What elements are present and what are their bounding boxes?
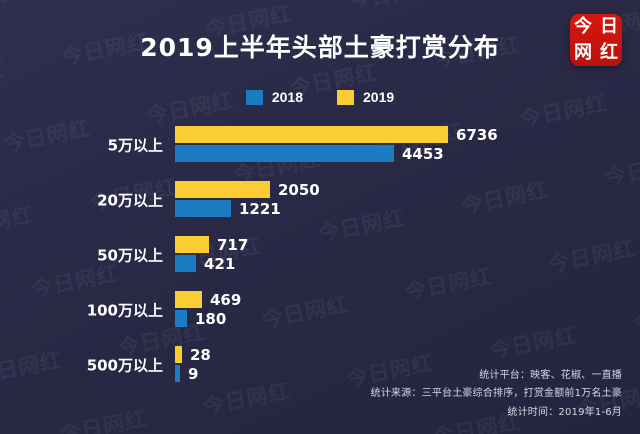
bar-2018[interactable] — [175, 145, 394, 162]
legend-item-2019[interactable]: 2019 — [337, 89, 394, 105]
footnote-line: 统计平台：映客、花椒、一直播 — [479, 369, 622, 381]
bar-2018[interactable] — [175, 365, 180, 382]
bar-group: 50万以上 717 421 — [0, 227, 640, 282]
watermark-text: 今日网红 — [0, 0, 65, 13]
bar-row-2019: 717 — [175, 235, 249, 254]
bar-pair: 469 180 — [175, 291, 241, 329]
footnotes: 统计平台：映客、花椒、一直播统计来源：三平台土豪综合排序，打赏金额前1万名土豪统… — [371, 367, 622, 423]
bar-pair: 2050 1221 — [175, 181, 320, 219]
bar-2019[interactable] — [175, 236, 209, 253]
legend-item-2018[interactable]: 2018 — [245, 89, 303, 105]
bar-pair: 6736 4453 — [175, 126, 498, 164]
bar-row-2019: 6736 — [175, 125, 498, 144]
category-label: 50万以上 — [97, 246, 163, 264]
bar-value-label: 421 — [204, 254, 236, 273]
bar-group: 5万以上 6736 4453 — [0, 117, 640, 172]
bar-2018[interactable] — [175, 200, 231, 217]
legend-swatch-icon — [245, 89, 263, 105]
bar-value-label: 469 — [210, 290, 242, 309]
logo-char-4: 红 — [600, 42, 618, 63]
bar-row-2018: 180 — [175, 309, 241, 328]
watermark-text: 今日网红 — [346, 0, 438, 16]
logo-char-1: 今 — [574, 16, 592, 37]
footnote-line: 统计时间：2019年1-6月 — [507, 406, 622, 418]
logo-char-2: 日 — [600, 16, 618, 37]
bar-2019[interactable] — [175, 291, 202, 308]
page-title: 2019上半年头部土豪打赏分布 — [140, 33, 500, 62]
bar-2018[interactable] — [175, 310, 187, 327]
category-label: 500万以上 — [86, 356, 163, 374]
bar-value-label: 4453 — [402, 144, 444, 163]
watermark-text: 今日网红 — [57, 406, 149, 434]
bar-row-2019: 469 — [175, 290, 242, 309]
bar-value-label: 2050 — [278, 180, 320, 199]
bar-2019[interactable] — [175, 346, 182, 363]
bar-value-label: 180 — [195, 309, 227, 328]
bar-row-2018: 421 — [175, 254, 248, 273]
bar-2018[interactable] — [175, 255, 196, 272]
bar-pair: 717 421 — [175, 236, 248, 274]
chart-legend: 2018 2019 — [0, 89, 640, 105]
legend-label: 2019 — [363, 89, 395, 105]
bar-value-label: 6736 — [456, 125, 498, 144]
bar-pair: 28 9 — [175, 346, 211, 384]
bar-group: 500万以上 28 9 — [0, 337, 640, 392]
bar-value-label: 1221 — [239, 199, 281, 218]
category-label: 20万以上 — [97, 191, 163, 209]
bar-row-2018: 1221 — [175, 199, 320, 218]
bar-group: 100万以上 469 180 — [0, 282, 640, 337]
bar-2019[interactable] — [175, 126, 448, 143]
today-influencer-logo: 今 日 网 红 — [570, 14, 622, 66]
logo-char-3: 网 — [574, 42, 592, 63]
bar-value-label: 9 — [188, 364, 199, 383]
bar-row-2019: 2050 — [175, 180, 320, 199]
bar-row-2018: 9 — [175, 364, 211, 383]
bar-group: 20万以上 2050 1221 — [0, 172, 640, 227]
bar-2019[interactable] — [175, 181, 270, 198]
category-label: 5万以上 — [107, 136, 163, 154]
bar-chart: 5万以上 6736 4453 20万以上 2050 1221 50万以上 717 421 100万… — [0, 117, 640, 392]
legend-swatch-icon — [337, 89, 354, 105]
footnote-line: 统计来源：三平台土豪综合排序，打赏金额前1万名土豪 — [370, 388, 622, 399]
legend-label: 2018 — [271, 89, 303, 105]
category-label: 100万以上 — [86, 301, 163, 319]
bar-value-label: 28 — [190, 345, 211, 364]
bar-row-2018: 4453 — [175, 144, 498, 163]
bar-row-2019: 28 — [175, 345, 211, 364]
bar-value-label: 717 — [217, 235, 249, 254]
watermark-text: 今日网红 — [0, 431, 6, 434]
